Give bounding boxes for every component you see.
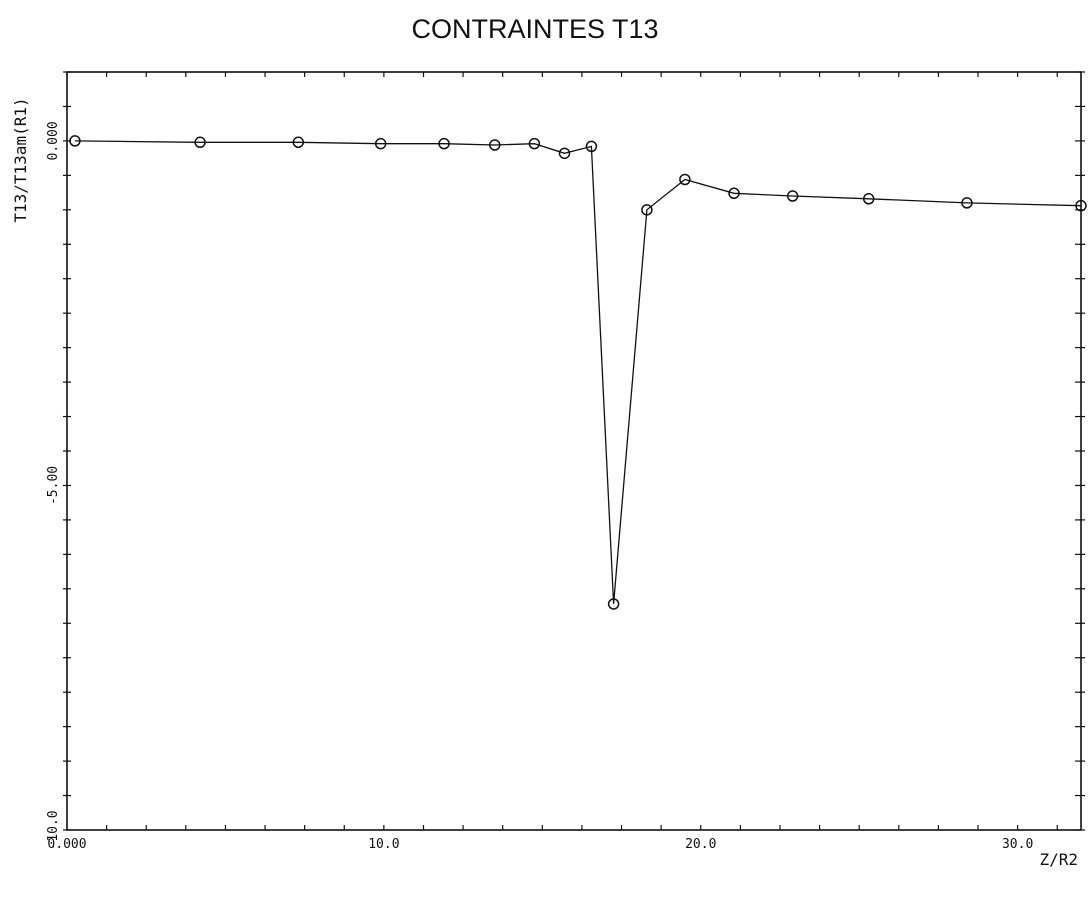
x-tick-label: 30.0 bbox=[1002, 837, 1033, 852]
data-point bbox=[69, 135, 81, 147]
data-point bbox=[528, 137, 541, 150]
data-point bbox=[489, 139, 501, 151]
data-point bbox=[679, 173, 691, 186]
x-tick-label: 0.000 bbox=[47, 837, 86, 852]
data-point bbox=[961, 197, 973, 209]
data-point bbox=[585, 140, 598, 153]
data-point bbox=[641, 204, 653, 216]
data-point bbox=[292, 136, 305, 149]
data-point bbox=[558, 147, 571, 160]
data-point bbox=[374, 137, 387, 150]
data-point bbox=[194, 136, 206, 149]
x-tick-label: 20.0 bbox=[685, 837, 716, 852]
y-axis-label: T13/T13am(R1) bbox=[11, 97, 30, 222]
series-line bbox=[74, 140, 1082, 605]
plot-frame bbox=[66, 71, 1082, 831]
x-axis-label: Z/R2 bbox=[1039, 850, 1078, 869]
y-tick-label: 0.000 bbox=[46, 121, 61, 160]
data-points bbox=[69, 135, 1087, 610]
axis-ticks bbox=[63, 71, 1085, 831]
tick-labels: 0.000 10.0 20.0 30.0 0.000 -5.00 -10.0 bbox=[46, 121, 1033, 852]
x-tick-label: 10.0 bbox=[368, 837, 399, 852]
data-point bbox=[438, 137, 450, 150]
y-tick-label: -5.00 bbox=[46, 466, 61, 505]
y-tick-label: -10.0 bbox=[46, 810, 61, 849]
data-point bbox=[786, 190, 799, 202]
data-point bbox=[607, 598, 620, 610]
data-point bbox=[862, 193, 875, 205]
chart-title: CONTRAINTES T13 bbox=[411, 14, 658, 44]
data-point bbox=[1075, 199, 1087, 212]
data-point bbox=[728, 187, 740, 200]
